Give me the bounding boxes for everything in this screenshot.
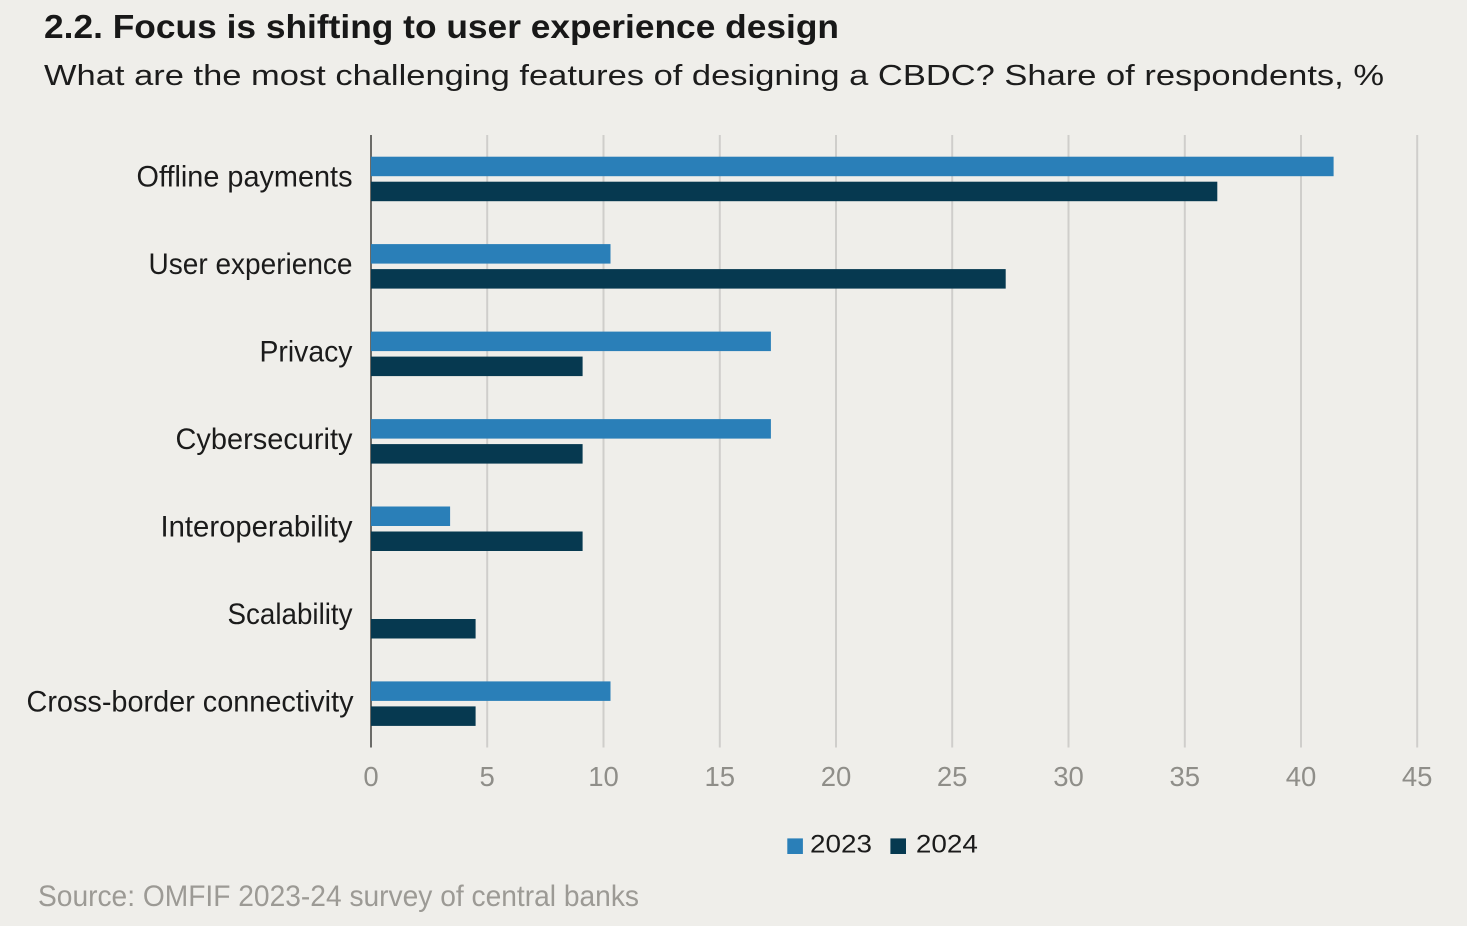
svg-text:40: 40 — [1286, 761, 1317, 792]
svg-text:45: 45 — [1402, 761, 1433, 792]
svg-text:Cybersecurity: Cybersecurity — [176, 423, 353, 456]
svg-text:User experience: User experience — [149, 248, 353, 281]
svg-text:Source: OMFIF 2023-24 survey o: Source: OMFIF 2023-24 survey of central … — [38, 880, 639, 913]
svg-text:2024: 2024 — [916, 831, 978, 859]
svg-text:35: 35 — [1170, 761, 1201, 792]
svg-text:Cross-border connectivity: Cross-border connectivity — [27, 685, 354, 718]
svg-text:20: 20 — [821, 761, 852, 792]
svg-text:2023: 2023 — [810, 831, 872, 859]
svg-text:Scalability: Scalability — [228, 598, 353, 631]
svg-text:10: 10 — [588, 761, 619, 792]
svg-text:Offline payments: Offline payments — [137, 161, 353, 194]
svg-text:30: 30 — [1053, 761, 1084, 792]
svg-text:15: 15 — [705, 761, 736, 792]
svg-text:Privacy: Privacy — [260, 336, 353, 369]
svg-text:2.2. Focus is shifting to user: 2.2. Focus is shifting to user experienc… — [44, 8, 839, 45]
svg-text:Interoperability: Interoperability — [161, 511, 353, 544]
svg-text:0: 0 — [363, 761, 378, 792]
svg-text:25: 25 — [937, 761, 968, 792]
svg-text:What are the most challenging: What are the most challenging features o… — [44, 59, 1384, 91]
svg-text:5: 5 — [480, 761, 495, 792]
